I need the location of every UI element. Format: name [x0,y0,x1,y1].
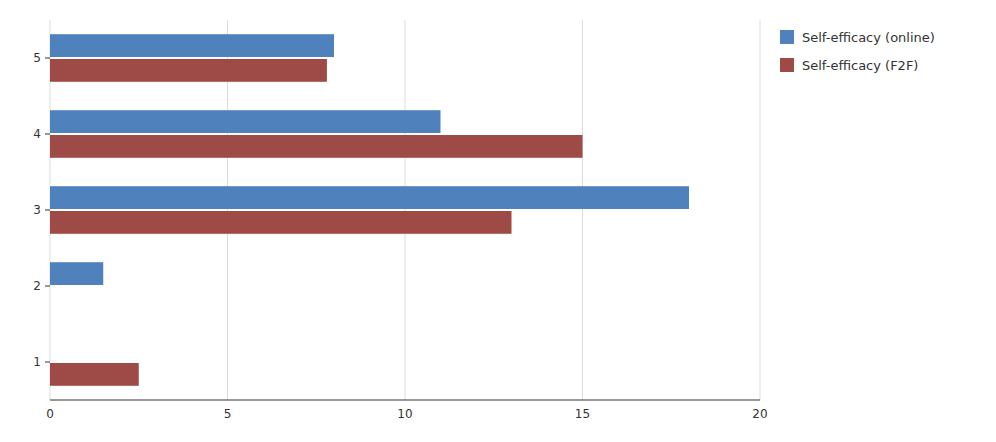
legend-label: Self-efficacy (online) [802,30,935,45]
y-tick [45,210,50,211]
x-tick-label: 0 [46,407,54,421]
bar [50,211,512,234]
grid [50,20,760,400]
bars [50,34,689,386]
x-tick-label: 5 [224,407,232,421]
legend-swatch [780,58,794,72]
legend-label: Self-efficacy (F2F) [802,58,918,73]
chart-container: 0510152012345Self-efficacy (online)Self-… [0,0,996,442]
bar [50,110,441,133]
bar [50,186,689,209]
x-axis-line [50,400,760,401]
y-tick [45,58,50,59]
x-tick-label: 20 [752,407,767,421]
x-tick-label: 15 [575,407,590,421]
y-tick-label: 2 [33,279,41,293]
grid-line [582,20,583,400]
x-axis: 0 5 10 15 20 [46,400,767,421]
y-tick [45,134,50,135]
y-tick-label: 3 [33,203,41,217]
grid-line [760,20,761,400]
y-axis: 1 2 3 4 5 [33,51,50,369]
bar [50,59,327,82]
bar [50,363,139,386]
series [50,34,689,285]
grid-line [405,20,406,400]
bar [50,34,334,57]
y-tick [45,286,50,287]
bar [50,135,583,158]
y-tick-label: 1 [33,355,41,369]
series [50,59,583,386]
bar [50,338,51,361]
chart-svg: 0510152012345Self-efficacy (online)Self-… [0,0,996,442]
bar [50,287,51,310]
bar [50,262,103,285]
x-tick-label: 10 [397,407,412,421]
y-tick-label: 4 [33,127,41,141]
legend-swatch [780,30,794,44]
y-tick [45,362,50,363]
legend: Self-efficacy (online) Self-efficacy (F2F… [780,30,935,73]
y-tick-label: 5 [33,51,41,65]
